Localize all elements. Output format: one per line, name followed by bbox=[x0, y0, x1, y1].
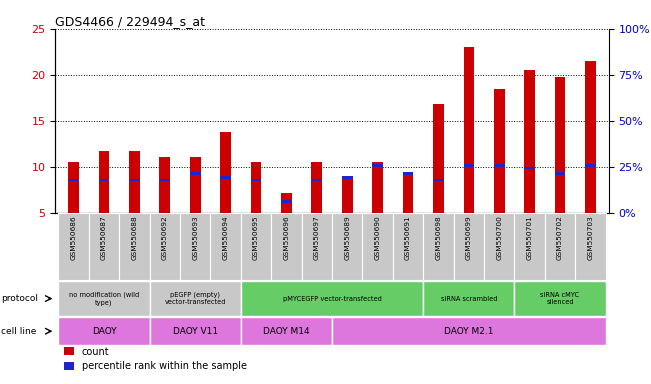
Text: GSM550697: GSM550697 bbox=[314, 215, 320, 260]
Text: GSM550700: GSM550700 bbox=[496, 215, 502, 260]
Text: GSM550698: GSM550698 bbox=[436, 215, 441, 260]
Bar bbox=[150, 317, 241, 345]
Text: cell line: cell line bbox=[1, 327, 36, 336]
Text: siRNA scrambled: siRNA scrambled bbox=[441, 296, 497, 301]
Legend: count, percentile rank within the sample: count, percentile rank within the sample bbox=[60, 343, 251, 375]
Text: DAOY M14: DAOY M14 bbox=[263, 327, 310, 336]
Bar bbox=[59, 213, 89, 280]
Text: protocol: protocol bbox=[1, 294, 38, 303]
Text: GSM550702: GSM550702 bbox=[557, 215, 563, 260]
Text: GSM550703: GSM550703 bbox=[587, 215, 594, 260]
Text: GDS4466 / 229494_s_at: GDS4466 / 229494_s_at bbox=[55, 15, 205, 28]
Bar bbox=[311, 162, 322, 213]
Bar bbox=[363, 213, 393, 280]
Bar bbox=[190, 172, 201, 175]
Bar bbox=[393, 213, 423, 280]
Bar bbox=[423, 281, 514, 316]
Text: DAOY V11: DAOY V11 bbox=[173, 327, 217, 336]
Bar bbox=[99, 179, 109, 181]
Bar bbox=[59, 281, 150, 316]
Bar bbox=[241, 317, 332, 345]
Bar bbox=[241, 213, 271, 280]
Bar bbox=[281, 200, 292, 202]
Bar bbox=[545, 213, 575, 280]
Bar bbox=[372, 162, 383, 213]
Bar bbox=[585, 61, 596, 213]
Text: GSM550690: GSM550690 bbox=[374, 215, 381, 260]
Bar bbox=[251, 162, 261, 213]
Bar bbox=[403, 172, 413, 213]
Bar bbox=[150, 281, 241, 316]
Text: GSM550691: GSM550691 bbox=[405, 215, 411, 260]
Bar bbox=[555, 77, 565, 213]
Bar bbox=[484, 213, 514, 280]
Bar bbox=[433, 104, 444, 213]
Bar bbox=[241, 281, 423, 316]
Bar bbox=[159, 179, 170, 181]
Bar bbox=[514, 281, 605, 316]
Bar bbox=[575, 213, 605, 280]
Bar bbox=[494, 164, 505, 167]
Text: GSM550693: GSM550693 bbox=[192, 215, 198, 260]
Bar bbox=[220, 132, 231, 213]
Bar bbox=[342, 176, 353, 213]
Bar bbox=[150, 213, 180, 280]
Text: GSM550689: GSM550689 bbox=[344, 215, 350, 260]
Text: GSM550699: GSM550699 bbox=[466, 215, 472, 260]
Bar bbox=[524, 70, 535, 213]
Bar bbox=[514, 213, 545, 280]
Bar bbox=[494, 89, 505, 213]
Bar bbox=[372, 164, 383, 167]
Text: GSM550695: GSM550695 bbox=[253, 215, 259, 260]
Bar bbox=[68, 179, 79, 181]
Text: DAOY: DAOY bbox=[92, 327, 117, 336]
Bar bbox=[129, 151, 140, 213]
Bar bbox=[271, 213, 301, 280]
Bar bbox=[423, 213, 454, 280]
Bar bbox=[159, 157, 170, 213]
Text: GSM550686: GSM550686 bbox=[70, 215, 77, 260]
Bar bbox=[403, 172, 413, 175]
Text: GSM550687: GSM550687 bbox=[101, 215, 107, 260]
Text: GSM550696: GSM550696 bbox=[283, 215, 290, 260]
Bar bbox=[342, 176, 353, 179]
Bar bbox=[210, 213, 241, 280]
Bar bbox=[251, 179, 261, 181]
Text: GSM550694: GSM550694 bbox=[223, 215, 229, 260]
Bar bbox=[454, 213, 484, 280]
Bar bbox=[281, 193, 292, 213]
Bar bbox=[311, 179, 322, 181]
Bar bbox=[89, 213, 119, 280]
Bar bbox=[555, 172, 565, 175]
Bar bbox=[129, 179, 140, 181]
Bar bbox=[464, 47, 474, 213]
Text: pMYCEGFP vector-transfected: pMYCEGFP vector-transfected bbox=[283, 296, 381, 301]
Text: DAOY M2.1: DAOY M2.1 bbox=[444, 327, 493, 336]
Bar bbox=[59, 317, 150, 345]
Text: GSM550701: GSM550701 bbox=[527, 215, 533, 260]
Bar bbox=[585, 164, 596, 167]
Bar bbox=[433, 179, 444, 181]
Bar bbox=[180, 213, 210, 280]
Text: GSM550688: GSM550688 bbox=[132, 215, 137, 260]
Bar bbox=[190, 157, 201, 213]
Text: no modification (wild
type): no modification (wild type) bbox=[69, 291, 139, 306]
Text: pEGFP (empty)
vector-transfected: pEGFP (empty) vector-transfected bbox=[165, 292, 226, 305]
Text: siRNA cMYC
silenced: siRNA cMYC silenced bbox=[540, 292, 579, 305]
Bar bbox=[220, 176, 231, 179]
Text: GSM550692: GSM550692 bbox=[162, 215, 168, 260]
Bar bbox=[68, 162, 79, 213]
Bar bbox=[301, 213, 332, 280]
Bar bbox=[332, 317, 605, 345]
Bar bbox=[464, 164, 474, 167]
Bar bbox=[99, 151, 109, 213]
Bar bbox=[119, 213, 150, 280]
Bar bbox=[332, 213, 363, 280]
Bar bbox=[524, 167, 535, 169]
